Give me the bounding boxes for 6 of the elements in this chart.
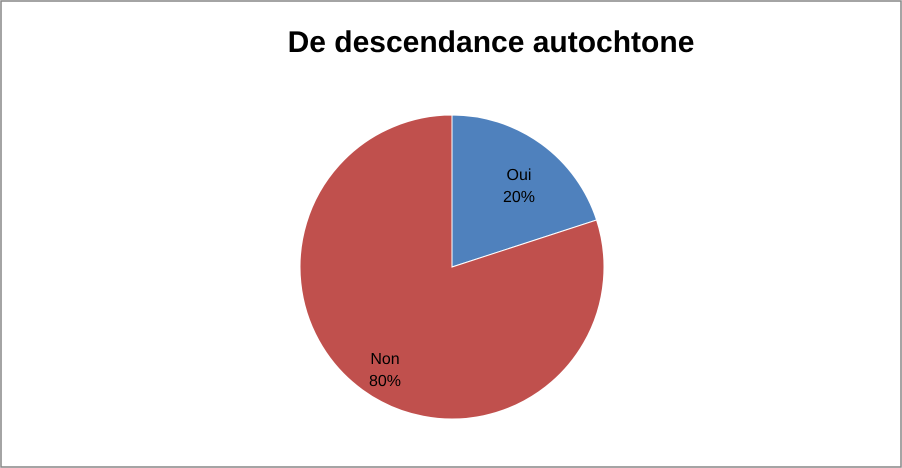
data-label: 20% bbox=[502, 188, 536, 206]
data-label: 80% bbox=[368, 373, 402, 390]
chart-title: De descendance autochtone bbox=[288, 26, 694, 59]
slice-label: Non bbox=[370, 351, 400, 368]
pie-slice bbox=[300, 114, 604, 420]
slice-label: Oui bbox=[506, 166, 532, 184]
